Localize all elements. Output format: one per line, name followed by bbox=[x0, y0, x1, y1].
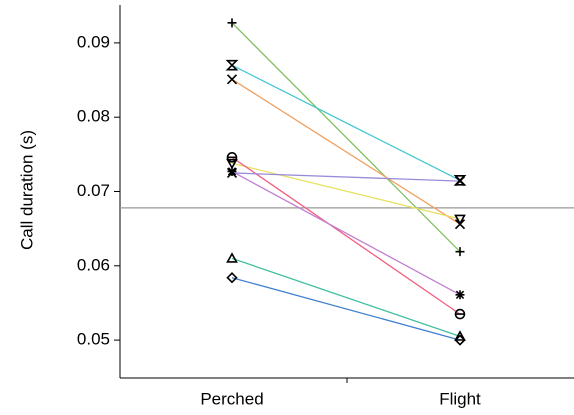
x-tick-label: Perched bbox=[200, 389, 263, 408]
data-point bbox=[226, 74, 238, 85]
data-point bbox=[226, 252, 238, 263]
data-point bbox=[454, 214, 466, 226]
y-axis-label: Call duration (s) bbox=[17, 130, 36, 250]
series-line bbox=[231, 156, 461, 315]
series-line bbox=[231, 22, 461, 253]
data-point bbox=[454, 334, 466, 346]
series-line bbox=[231, 162, 461, 220]
data-point bbox=[455, 290, 465, 300]
series-line bbox=[231, 257, 461, 338]
series-line bbox=[231, 170, 461, 296]
series-line bbox=[231, 172, 461, 182]
y-tick-label: 0.07 bbox=[77, 181, 110, 200]
data-point bbox=[454, 176, 466, 187]
y-tick-label: 0.09 bbox=[77, 32, 110, 51]
data-point bbox=[226, 158, 238, 170]
series-line bbox=[231, 277, 461, 341]
data-point bbox=[227, 166, 237, 176]
series-line bbox=[231, 78, 461, 225]
data-point bbox=[455, 247, 465, 257]
y-tick-label: 0.06 bbox=[77, 255, 110, 274]
y-tick-label: 0.05 bbox=[77, 330, 110, 349]
data-point bbox=[225, 59, 239, 71]
data-point bbox=[226, 152, 238, 163]
x-tick-label: Flight bbox=[439, 389, 481, 408]
data-point bbox=[227, 18, 237, 28]
series-line bbox=[231, 64, 461, 181]
data-point bbox=[454, 330, 466, 341]
data-point bbox=[226, 167, 238, 178]
data-point bbox=[454, 308, 466, 320]
data-point bbox=[226, 272, 238, 284]
y-tick-label: 0.08 bbox=[77, 107, 110, 126]
